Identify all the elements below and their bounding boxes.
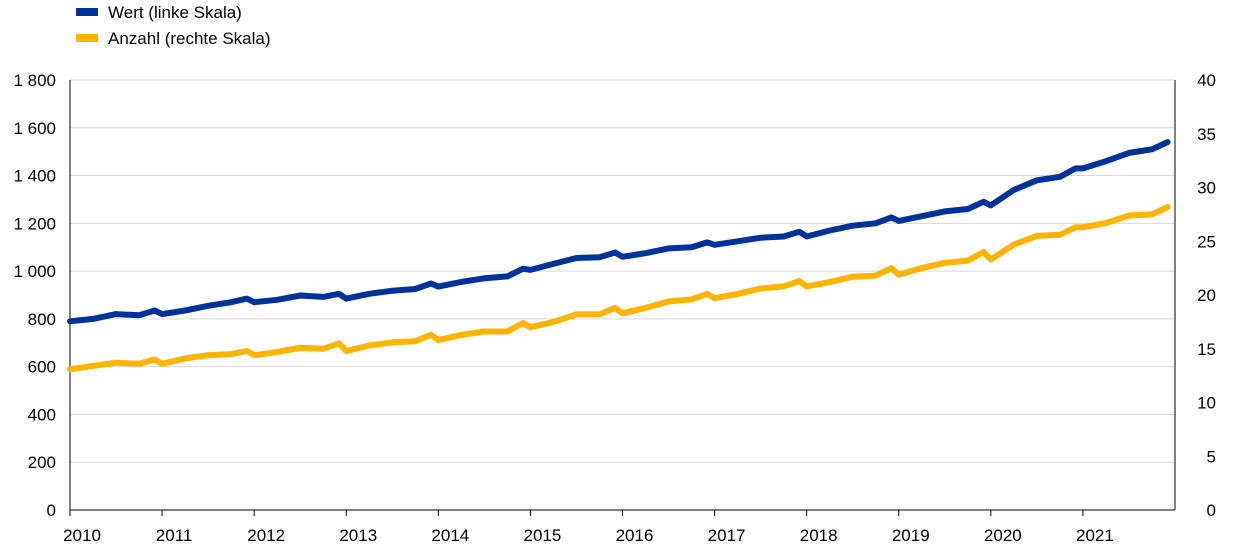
y-left-tick-label: 1 400 (13, 167, 56, 186)
legend-item-wert: Wert (linke Skala) (76, 0, 271, 26)
y-right-tick-label: 15 (1197, 340, 1216, 359)
gridlines (70, 79, 1175, 511)
y-left-tick-label: 400 (28, 405, 56, 424)
y-left-tick-label: 1 000 (13, 262, 56, 281)
legend-item-anzahl: Anzahl (rechte Skala) (76, 26, 271, 52)
y-right-tick-label: 0 (1207, 501, 1216, 520)
y-left-tick-label: 1 600 (13, 119, 56, 138)
legend-swatch-anzahl (76, 34, 98, 42)
x-tick-label: 2019 (892, 526, 930, 545)
series-line-anzahl (67, 203, 1171, 373)
series-lines (67, 139, 1171, 373)
legend-swatch-wert (76, 8, 98, 16)
legend: Wert (linke Skala) Anzahl (rechte Skala) (76, 0, 271, 52)
x-tick-label: 2013 (339, 526, 377, 545)
y-left-tick-label: 1 200 (13, 214, 56, 233)
x-tick-label: 2016 (616, 526, 654, 545)
y-right-tick-label: 40 (1197, 71, 1216, 90)
x-axis-labels: 2010 2011 2012 2013 2014 2015 2016 2017 2018 2019… (63, 526, 1114, 545)
y-right-tick-label: 35 (1197, 125, 1216, 144)
x-tick-label: 2010 (63, 526, 101, 545)
y-left-tick-label: 1 800 (13, 71, 56, 90)
y-axis-left-labels: 0 200 400 600 800 1 000 1 200 1 400 1 600 1 800 (13, 71, 56, 520)
legend-label-anzahl: Anzahl (rechte Skala) (108, 29, 271, 48)
y-right-tick-label: 25 (1197, 232, 1216, 251)
y-left-tick-label: 600 (28, 358, 56, 377)
x-tick-label: 2011 (156, 526, 193, 545)
x-tick-label: 2015 (524, 526, 562, 545)
x-tick-label: 2017 (708, 526, 746, 545)
y-axis-right-labels: 0 5 10 15 20 25 30 35 40 (1197, 71, 1216, 520)
series-line-wert (67, 139, 1171, 325)
y-right-tick-label: 20 (1197, 286, 1216, 305)
y-right-tick-label: 5 (1207, 447, 1216, 466)
x-tick-label: 2018 (800, 526, 838, 545)
x-tick-label: 2020 (984, 526, 1022, 545)
x-tick-label: 2012 (247, 526, 285, 545)
x-tick-label: 2014 (431, 526, 469, 545)
y-right-tick-label: 10 (1197, 394, 1216, 413)
axes (69, 80, 1176, 516)
legend-label-wert: Wert (linke Skala) (108, 3, 242, 22)
y-left-tick-label: 200 (28, 453, 56, 472)
y-right-tick-label: 30 (1197, 179, 1216, 198)
y-left-tick-label: 800 (28, 310, 56, 329)
x-tick-label: 2021 (1076, 526, 1114, 545)
y-left-tick-label: 0 (47, 501, 56, 520)
